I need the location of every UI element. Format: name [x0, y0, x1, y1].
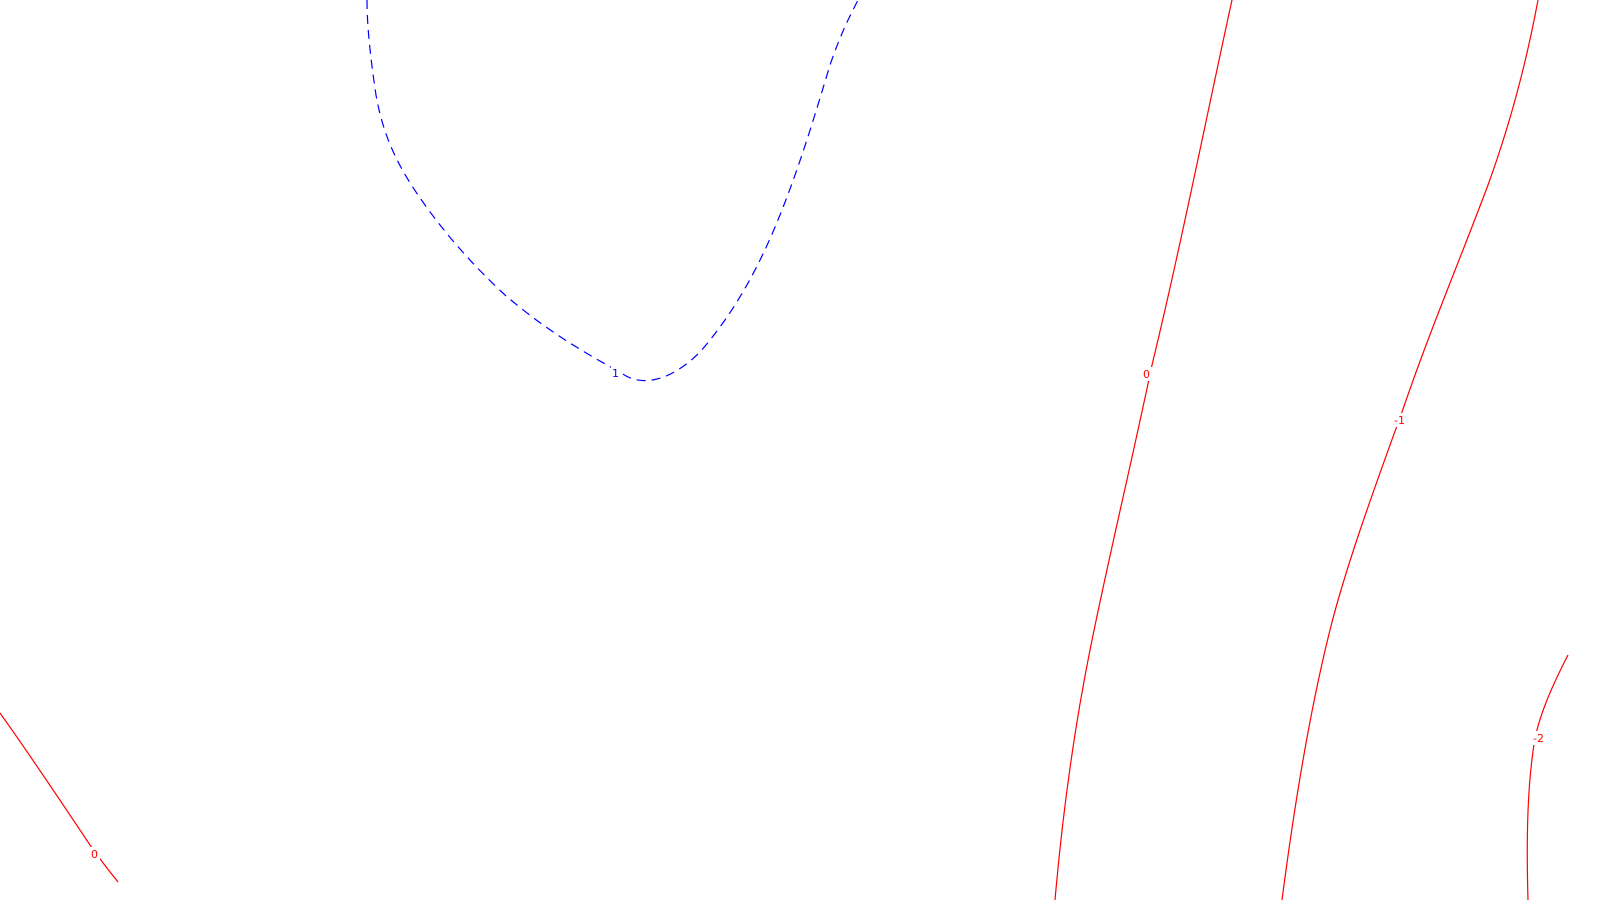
contour-minus1-label: -1 [1394, 414, 1405, 427]
contour-plus1-line [366, 0, 859, 382]
contour-minus2-label: -2 [1533, 732, 1544, 745]
contour-plus1: 1 [366, 0, 859, 382]
contour-plus1-label: 1 [612, 367, 619, 380]
contour-zero-right: 0 [1054, 0, 1233, 900]
contour-zero-left-label: 0 [91, 848, 98, 861]
contour-minus2: -2 [1526, 654, 1569, 900]
contour-zero-left: 0 [0, 712, 119, 883]
contour-zero-right-label: 0 [1143, 368, 1150, 381]
contour-zero-right-line [1054, 0, 1233, 900]
contour-minus1: -1 [1281, 0, 1539, 900]
contour-zero-left-line [0, 712, 119, 883]
